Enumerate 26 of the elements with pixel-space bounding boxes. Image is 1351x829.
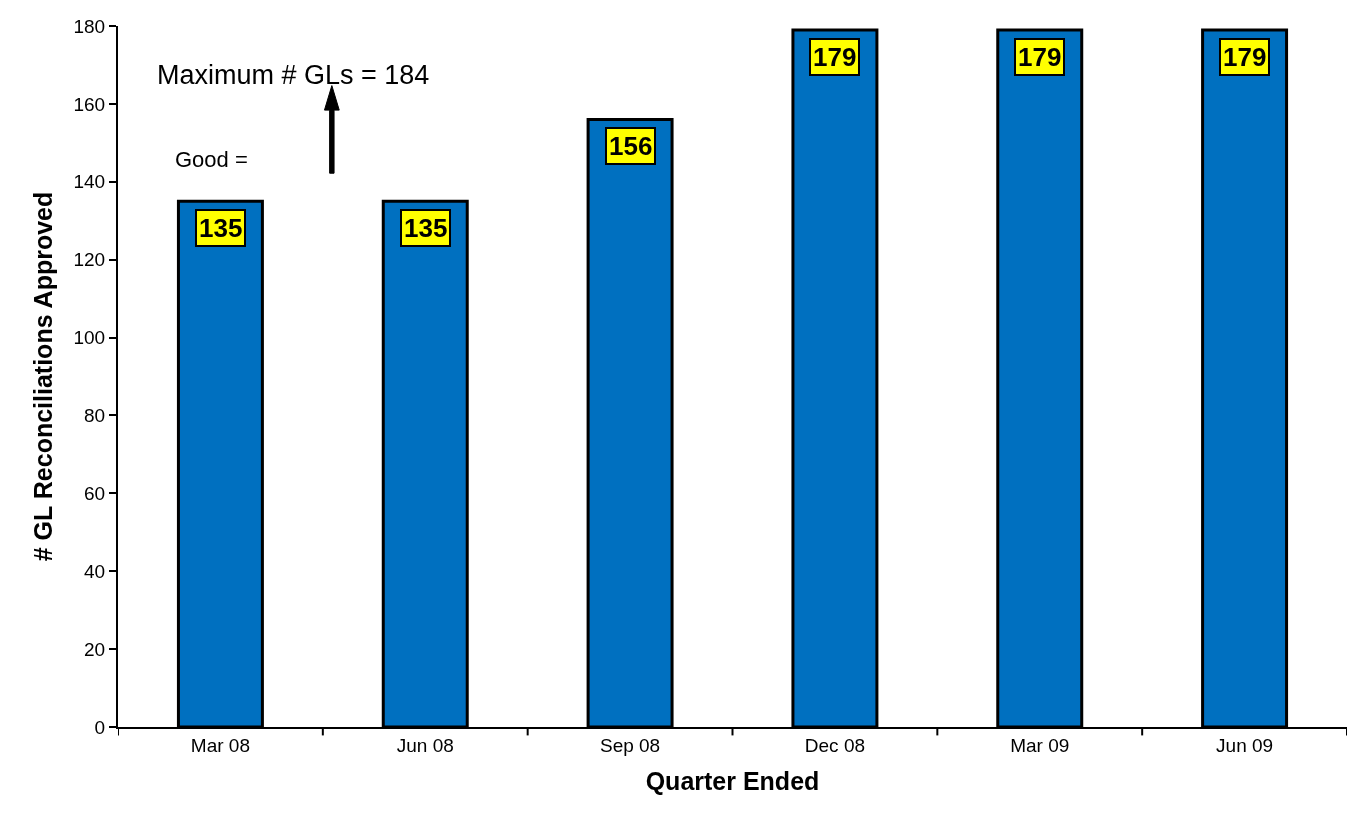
data-label: 135 — [404, 213, 448, 243]
x-tick-label: Mar 09 — [1010, 734, 1070, 756]
data-label: 156 — [609, 131, 653, 161]
x-tick-label: Jun 09 — [1216, 734, 1274, 756]
data-label: 179 — [813, 42, 857, 72]
y-axis-title: # GL Reconciliations Approved — [28, 191, 57, 562]
x-tick-label: Dec 08 — [804, 734, 866, 756]
y-tick-label: 180 — [73, 15, 106, 37]
x-tick-label: Jun 08 — [396, 734, 454, 756]
y-tick-label: 140 — [73, 171, 106, 193]
y-tick-label: 160 — [73, 93, 106, 115]
y-tick-label: 0 — [94, 716, 106, 738]
y-tick-label: 120 — [73, 249, 106, 271]
annotation: Good = — [175, 147, 248, 172]
y-tick-label: 60 — [84, 482, 106, 504]
y-tick-label: 40 — [84, 560, 106, 582]
y-tick-label: 20 — [84, 638, 106, 660]
data-label: 179 — [1223, 42, 1267, 72]
x-axis-title: Quarter Ended — [645, 767, 820, 796]
y-tick-label: 100 — [73, 327, 106, 349]
y-tick-label: 80 — [84, 405, 106, 427]
annotation: Maximum # GLs = 184 — [157, 60, 430, 90]
data-label: 179 — [1018, 42, 1062, 72]
x-tick-label: Mar 08 — [190, 734, 250, 756]
data-label: 135 — [199, 213, 243, 243]
x-tick-label: Sep 08 — [599, 734, 661, 756]
